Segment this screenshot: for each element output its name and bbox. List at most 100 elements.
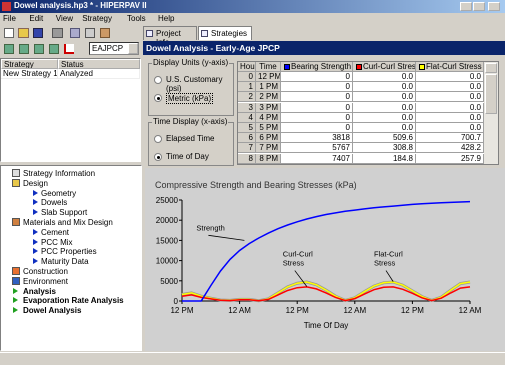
grid-cell: 0.0 (353, 112, 416, 123)
strategy-button[interactable] (34, 44, 44, 54)
row-header: 6 (238, 133, 256, 144)
grid-cell: 184.8 (353, 153, 416, 164)
dropdown-arrow[interactable] (128, 43, 138, 54)
app-icon (2, 2, 11, 11)
x-tick-label: 12 PM (170, 306, 193, 315)
tree-icon (12, 276, 20, 285)
grid-cell: 0 (281, 123, 353, 133)
row-header: 8 PM (256, 153, 281, 164)
group-title: Time Display (x-axis) (152, 117, 229, 126)
tree-item[interactable]: PCC Properties (41, 247, 97, 257)
tree-item[interactable]: Dowels (41, 198, 68, 208)
y-tick-label: 25000 (156, 196, 179, 205)
column-header: Strategy (1, 59, 58, 69)
strategy-list: Strategy Status New Strategy 1 Analyzed (0, 58, 141, 162)
new-button[interactable] (4, 28, 14, 38)
tree-item[interactable]: Environment (23, 276, 68, 286)
grid-cell: 0.0 (353, 92, 416, 103)
scroll-thumb[interactable] (485, 74, 497, 114)
strategy-button[interactable] (49, 44, 59, 54)
tree-item[interactable]: Geometry (41, 188, 77, 198)
legend-swatch (356, 64, 362, 70)
tree-item[interactable]: Cement (41, 227, 70, 237)
menu-bar: File Edit View Strategy Tools Help (0, 13, 505, 25)
tree-item[interactable]: Strategy Information (23, 169, 96, 178)
dropdown[interactable]: EAJPCP (89, 42, 139, 55)
menu-item[interactable]: Help (158, 14, 175, 23)
tree-item[interactable]: Construction (23, 267, 68, 276)
annotation-arrow (385, 270, 394, 282)
tree-bullet (33, 258, 38, 265)
menu-item[interactable]: Tools (127, 14, 146, 23)
grid-cell: 0.0 (353, 72, 416, 82)
tree-bullet (33, 199, 38, 206)
chart-title: Compressive Strength and Bearing Stresse… (155, 180, 357, 190)
radio-dot[interactable] (157, 156, 160, 159)
radio-label[interactable]: Metric (kPa) (166, 93, 214, 104)
grid-cell: 7407 (281, 153, 353, 164)
strategy-row[interactable]: New Strategy 1 (1, 69, 58, 79)
minimize[interactable] (460, 2, 472, 11)
tab-label[interactable]: Strategies (211, 29, 248, 38)
chart-button[interactable] (64, 44, 74, 54)
strategy-button[interactable] (19, 44, 29, 54)
cut-button[interactable] (85, 28, 95, 38)
grid-cell: 0 (281, 92, 353, 103)
radio-label[interactable]: Elapsed Time (166, 134, 215, 143)
time-group: Time Display (x-axis) Elapsed Time Time of… (148, 117, 234, 166)
menu-item[interactable]: Strategy (82, 14, 112, 23)
annotation: Curl-Curl (283, 250, 313, 259)
tree-item[interactable]: Slab Support (41, 208, 88, 218)
print-button[interactable] (52, 28, 63, 38)
scroll-up[interactable] (485, 63, 497, 73)
tree-item[interactable]: Materials and Mix Design (23, 218, 113, 227)
paste-button[interactable] (100, 28, 110, 38)
tree-bullet (13, 307, 18, 314)
radio-dot[interactable] (157, 97, 160, 100)
tab[interactable]: Project Info (143, 26, 197, 47)
legend-swatch (419, 64, 425, 70)
radio-label[interactable]: U.S. Customary (psi) (166, 75, 223, 93)
tab[interactable]: Strategies (198, 26, 252, 40)
row-header: 12 PM (256, 72, 281, 82)
annotation: Stress (283, 259, 305, 268)
radio[interactable] (154, 153, 162, 161)
row-header: 7 (238, 143, 256, 154)
legend-swatch (284, 64, 290, 70)
copy-button[interactable] (70, 28, 80, 38)
tab-icon[interactable] (146, 30, 153, 37)
menu-item[interactable]: File (3, 14, 16, 23)
tree-bullet (33, 238, 38, 245)
radio[interactable] (154, 135, 162, 143)
radio[interactable] (154, 94, 162, 102)
tree-item[interactable]: Design (23, 178, 48, 188)
tree-icon (12, 267, 20, 275)
maximize[interactable] (473, 2, 485, 11)
row-header: 4 (238, 112, 256, 123)
close[interactable] (488, 2, 500, 11)
strategy-button[interactable] (4, 44, 14, 54)
tree-bullet (13, 297, 18, 304)
tree-item[interactable]: Maturity Data (41, 257, 89, 267)
y-tick-label: 5000 (160, 277, 178, 286)
strategy-row[interactable]: Analyzed (58, 69, 140, 79)
radio-label[interactable]: Time of Day (166, 152, 209, 161)
tree-item[interactable]: Analysis (23, 286, 56, 296)
grid-cell: 308.8 (353, 143, 416, 154)
annotation: Stress (374, 259, 396, 268)
tree-item[interactable]: Dowel Analysis (23, 306, 82, 316)
open-button[interactable] (18, 28, 29, 38)
radio[interactable] (154, 76, 162, 84)
tree-item[interactable]: Evaporation Rate Analysis (23, 296, 124, 306)
chart: Compressive Strength and Bearing Stresse… (145, 168, 505, 351)
scrollbar[interactable] (484, 62, 498, 164)
tab-icon[interactable] (201, 30, 208, 37)
grid-cell: 0.0 (416, 82, 484, 93)
save-button[interactable] (33, 28, 43, 38)
grid-cell: 0 (281, 102, 353, 113)
tree-item[interactable]: PCC Mix (41, 237, 73, 247)
menu-item[interactable]: View (55, 14, 73, 23)
tree-bullet (33, 209, 38, 216)
tree-bullet (33, 228, 38, 235)
menu-item[interactable]: Edit (29, 14, 44, 23)
